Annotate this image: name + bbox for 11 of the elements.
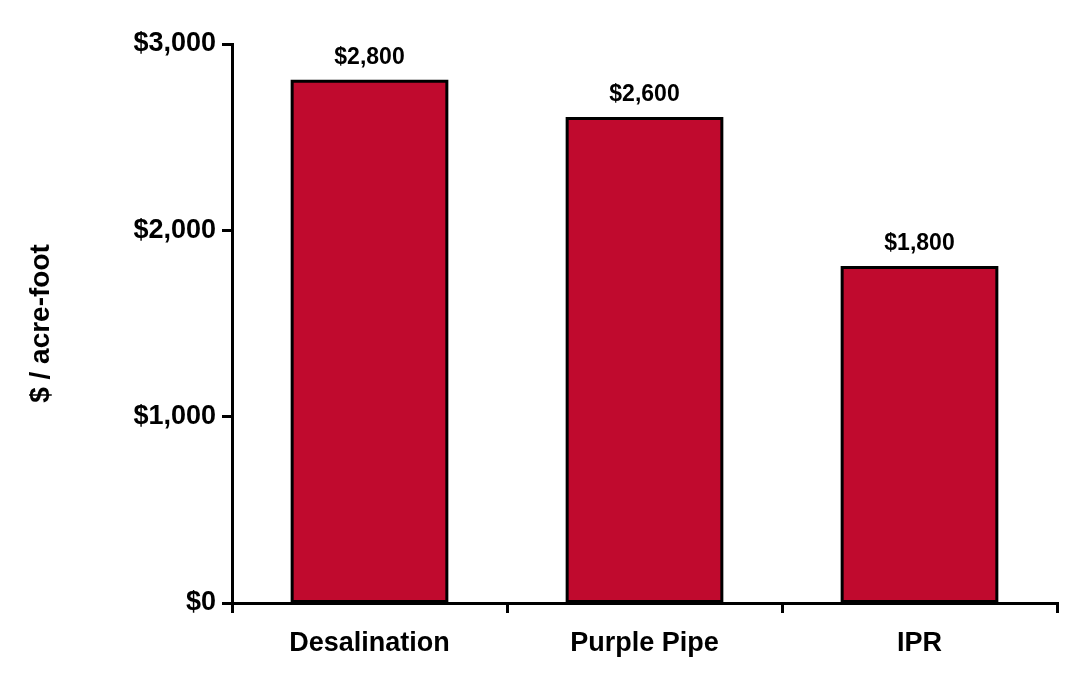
y-axis-title: $ / acre-foot [23,244,55,403]
x-tick-label: Purple Pipe [570,626,719,657]
data-label: $2,800 [334,43,405,70]
data-label: $2,600 [609,80,680,107]
y-tick-label: $1,000 [133,400,216,431]
y-tick-label: $3,000 [133,27,216,58]
data-label: $1,800 [884,229,955,256]
x-tick-label: Desalination [289,626,450,657]
y-tick-label: $0 [185,586,216,617]
x-tick-label: IPR [896,626,943,657]
y-tick-label: $2,000 [133,213,216,244]
